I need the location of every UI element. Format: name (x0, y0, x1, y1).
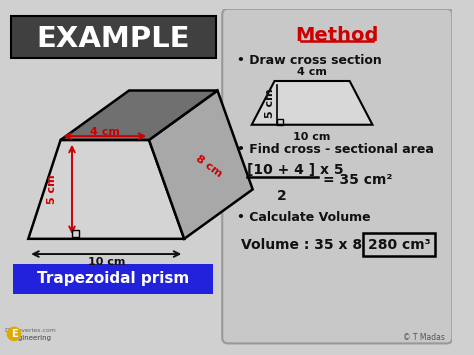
Text: 5 cm: 5 cm (47, 175, 57, 204)
Text: • Calculate Volume: • Calculate Volume (237, 212, 371, 224)
Text: © T Madas: © T Madas (403, 333, 445, 342)
Text: = 35 cm²: = 35 cm² (323, 173, 392, 187)
Text: • Draw cross section: • Draw cross section (237, 54, 382, 67)
Text: 280 cm³: 280 cm³ (368, 237, 430, 252)
FancyBboxPatch shape (363, 233, 435, 256)
Text: 10 cm: 10 cm (88, 257, 125, 267)
FancyBboxPatch shape (13, 263, 213, 294)
Text: Volume : 35 x 8 =: Volume : 35 x 8 = (241, 237, 384, 252)
Text: 8 cm: 8 cm (193, 154, 223, 179)
Text: E: E (11, 329, 18, 339)
Text: 10 cm: 10 cm (293, 132, 331, 142)
Polygon shape (61, 91, 218, 140)
Polygon shape (28, 140, 184, 239)
Text: Engineering: Engineering (9, 335, 51, 341)
Text: 2: 2 (277, 189, 287, 203)
FancyBboxPatch shape (222, 9, 452, 343)
Text: Discoveries.com: Discoveries.com (4, 328, 56, 333)
Text: Trapezoidal prism: Trapezoidal prism (37, 271, 189, 286)
Text: 4 cm: 4 cm (90, 127, 120, 137)
Text: EXAMPLE: EXAMPLE (36, 25, 190, 53)
Polygon shape (149, 91, 253, 239)
Text: • Find cross - sectional area: • Find cross - sectional area (237, 143, 434, 156)
Polygon shape (252, 81, 373, 125)
Text: [10 + 4 ] x 5: [10 + 4 ] x 5 (247, 163, 344, 178)
FancyBboxPatch shape (11, 16, 216, 58)
Circle shape (8, 327, 21, 340)
Text: 4 cm: 4 cm (297, 67, 327, 77)
Text: Method: Method (296, 26, 379, 45)
Text: 5 cm: 5 cm (264, 88, 274, 118)
